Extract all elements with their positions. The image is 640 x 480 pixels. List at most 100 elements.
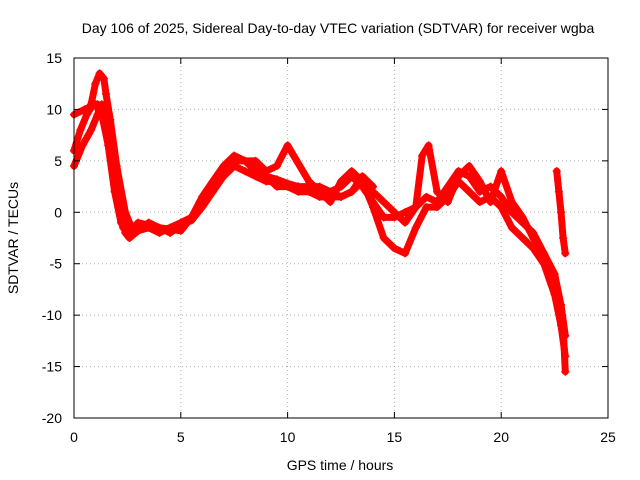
data-point bbox=[559, 234, 568, 242]
data-point bbox=[418, 151, 427, 160]
y-tick-label: -10 bbox=[42, 307, 62, 323]
data-point bbox=[379, 234, 388, 242]
y-tick-label: -15 bbox=[42, 359, 62, 375]
data-point bbox=[424, 141, 433, 150]
data-point bbox=[401, 218, 410, 227]
y-tick-label: -20 bbox=[42, 410, 62, 426]
axis-ticks: 0 5 10 15 20 25 -20 -15 -10 -5 0 5 10 15 bbox=[42, 50, 616, 445]
data-point bbox=[294, 182, 303, 191]
data-point bbox=[119, 223, 128, 232]
data-point bbox=[129, 228, 138, 237]
data-point bbox=[559, 321, 568, 330]
data-point bbox=[454, 172, 463, 181]
data-point bbox=[507, 198, 516, 206]
data-point bbox=[518, 213, 527, 222]
y-tick-label: -5 bbox=[50, 256, 63, 272]
data-point bbox=[144, 218, 153, 227]
data-point bbox=[433, 187, 442, 196]
y-tick-label: 5 bbox=[54, 153, 62, 169]
data-point bbox=[272, 182, 281, 191]
data-point bbox=[369, 198, 378, 206]
data-point bbox=[465, 172, 474, 181]
x-tick-label: 10 bbox=[280, 429, 296, 445]
data-point bbox=[230, 151, 239, 160]
data-point bbox=[99, 74, 108, 83]
x-axis-title: GPS time / hours bbox=[287, 457, 394, 473]
data-point bbox=[76, 126, 85, 134]
x-tick-label: 5 bbox=[177, 429, 185, 445]
data-point bbox=[465, 162, 474, 170]
data-point bbox=[91, 79, 100, 88]
data-point bbox=[272, 162, 281, 170]
data-point bbox=[121, 208, 130, 217]
data-point bbox=[251, 162, 260, 170]
series-trace-4 bbox=[87, 69, 377, 237]
data-point bbox=[401, 249, 410, 258]
data-point bbox=[379, 213, 388, 222]
data-point bbox=[358, 172, 367, 181]
data-point bbox=[347, 167, 356, 176]
data-point bbox=[80, 105, 89, 114]
data-point bbox=[561, 367, 570, 376]
data-point bbox=[187, 213, 196, 222]
data-point bbox=[529, 234, 538, 242]
data-point bbox=[497, 203, 506, 212]
y-tick-label: 0 bbox=[54, 204, 62, 220]
data-point bbox=[326, 198, 335, 206]
data-point bbox=[106, 115, 115, 124]
data-point bbox=[240, 167, 249, 176]
data-point bbox=[539, 249, 548, 258]
data-point bbox=[557, 208, 566, 217]
y-axis-title: SDTVAR / TECUs bbox=[5, 182, 21, 294]
data-point bbox=[166, 228, 175, 237]
data-point bbox=[529, 244, 538, 253]
data-point bbox=[475, 177, 484, 186]
data-point bbox=[337, 177, 345, 186]
chart-title: Day 106 of 2025, Sidereal Day-to-day VTE… bbox=[82, 20, 595, 36]
data-point bbox=[497, 167, 506, 176]
data-point bbox=[78, 141, 87, 150]
x-tick-label: 25 bbox=[600, 429, 616, 445]
data-point bbox=[347, 187, 356, 196]
x-tick-label: 20 bbox=[493, 429, 509, 445]
data-point bbox=[337, 192, 345, 201]
data-point bbox=[475, 198, 484, 206]
data-point bbox=[379, 198, 388, 206]
data-point bbox=[208, 182, 217, 191]
data-point bbox=[497, 192, 506, 201]
data-point bbox=[433, 198, 442, 206]
data-point bbox=[507, 223, 516, 232]
data-point bbox=[486, 198, 495, 206]
data-point bbox=[102, 90, 111, 98]
data-point bbox=[283, 141, 292, 150]
data-point bbox=[561, 249, 570, 258]
data-point bbox=[95, 69, 104, 78]
series-group bbox=[70, 69, 570, 376]
data-point bbox=[550, 280, 559, 289]
data-point bbox=[134, 218, 143, 227]
x-tick-label: 0 bbox=[70, 429, 78, 445]
y-tick-label: 15 bbox=[46, 50, 62, 66]
data-point bbox=[443, 198, 452, 206]
data-point bbox=[518, 234, 527, 242]
data-point bbox=[411, 223, 420, 232]
data-point bbox=[552, 167, 561, 176]
data-point bbox=[507, 208, 516, 217]
data-point bbox=[465, 187, 474, 196]
data-point bbox=[87, 100, 96, 109]
data-point bbox=[315, 182, 324, 191]
data-point bbox=[554, 187, 563, 196]
data-point bbox=[411, 203, 420, 212]
data-point bbox=[87, 126, 96, 134]
data-point bbox=[422, 203, 431, 212]
data-point bbox=[422, 192, 431, 201]
plot-frame bbox=[73, 57, 609, 419]
data-point bbox=[369, 182, 378, 191]
y-tick-label: 10 bbox=[46, 101, 62, 117]
data-point bbox=[390, 244, 399, 253]
data-point bbox=[112, 162, 121, 170]
x-tick-label: 15 bbox=[387, 429, 403, 445]
data-point bbox=[401, 208, 410, 217]
